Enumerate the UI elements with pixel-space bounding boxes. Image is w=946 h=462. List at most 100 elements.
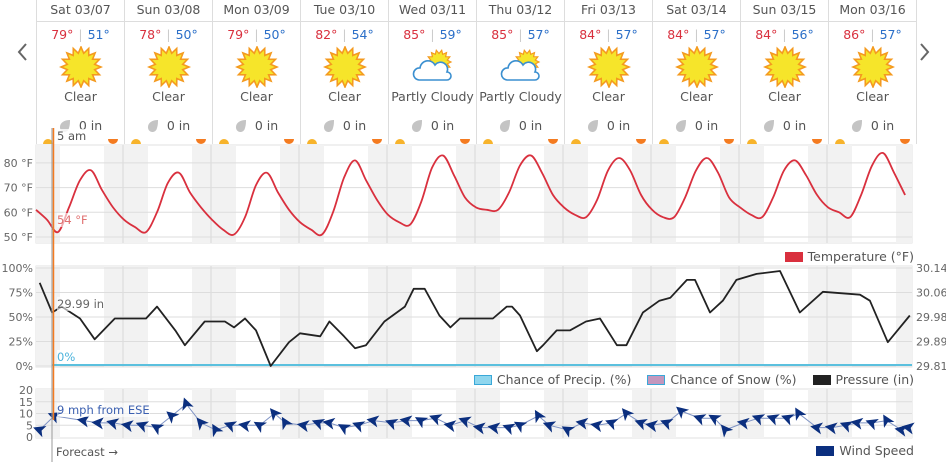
pressure-swatch — [812, 374, 831, 385]
wind-direction-arrow-icon — [736, 417, 750, 430]
day-column[interactable]: Thu 03/12 85° | 57° Partly Cloudy 0 in — [477, 0, 565, 144]
arrow-shape — [810, 422, 824, 435]
cursor-precip-chance: 0% — [57, 350, 76, 364]
pct-axis-tick: 50% — [9, 311, 33, 324]
sun-icon — [58, 44, 103, 90]
sunset-icon — [284, 139, 294, 144]
day-column[interactable]: Mon 03/16 86° | 57° Clear 0 in — [829, 0, 917, 144]
wind-direction-arrow-icon — [751, 414, 766, 426]
wind-direction-arrow-icon — [542, 421, 557, 433]
wind-direction-arrow-icon — [91, 417, 104, 430]
forecast-label: Forecast → — [56, 445, 118, 459]
condition-label: Clear — [64, 89, 97, 104]
wind-direction-arrow-icon — [487, 422, 501, 435]
wind-direction-arrow-icon — [196, 417, 209, 431]
day-column[interactable]: Fri 03/13 84° | 57° Clear 0 in — [565, 0, 653, 144]
weather-icon-clear — [850, 44, 895, 90]
arrow-shape — [120, 420, 134, 433]
arrow-shape — [281, 416, 294, 431]
low-temp: 54° — [351, 27, 374, 42]
weather-icon-clear — [146, 44, 191, 90]
wind-direction-arrow-icon — [561, 426, 576, 438]
weather-icon-clear — [586, 44, 631, 90]
arrow-shape — [781, 414, 795, 426]
sunset-icon — [372, 139, 382, 144]
legend-pressure[interactable]: Pressure (in) — [812, 372, 914, 387]
wind-direction-arrow-icon — [645, 420, 659, 433]
wind-axis-tick: 5 — [26, 419, 33, 432]
sun-icon — [234, 44, 279, 90]
precip-value: 0 in — [430, 118, 455, 133]
day-column[interactable]: Sat 03/14 84° | 57° Clear 0 in — [653, 0, 741, 144]
legend-precip[interactable]: Chance of Precip. (%) — [473, 372, 632, 387]
wind-axis-tick: 10 — [19, 408, 33, 421]
night-band — [632, 145, 676, 243]
day-date: Sat 03/14 — [653, 0, 740, 22]
high-temp: 84° — [579, 27, 602, 42]
day-column[interactable]: Sun 03/15 84° | 56° Clear 0 in — [741, 0, 829, 144]
precip-value: 0 in — [870, 118, 895, 133]
sun-icon — [674, 44, 719, 90]
temp-separator: | — [694, 27, 699, 42]
arrow-shape — [366, 415, 380, 428]
sun-icon — [586, 44, 631, 90]
high-temp: 78° — [139, 27, 162, 42]
raindrop-icon — [499, 120, 510, 132]
wind-direction-arrow-icon — [135, 421, 150, 433]
pressure-line — [38, 270, 911, 367]
day-column[interactable]: Mon 03/09 79° | 50° Clear 0 in — [213, 0, 301, 144]
condition-label: Partly Cloudy — [391, 89, 474, 104]
condition-label: Clear — [768, 89, 801, 104]
arrow-shape — [590, 420, 604, 433]
arrow-shape — [708, 414, 722, 426]
day-temps: 84° | 57° — [565, 27, 652, 43]
wind-direction-arrow-icon — [76, 415, 90, 428]
wind-direction-arrow-icon — [534, 409, 547, 424]
low-temp: 51° — [87, 27, 110, 42]
day-column[interactable]: Tue 03/10 82° | 54° Clear 0 in — [301, 0, 389, 144]
previous-days-button[interactable] — [10, 36, 34, 68]
next-days-button[interactable] — [913, 36, 937, 68]
sunset-icon — [812, 139, 822, 144]
weather-icon-clear — [58, 44, 103, 90]
sunset-icon — [900, 139, 910, 144]
arrow-shape — [337, 424, 352, 436]
daily-forecast-strip: Sat 03/07 79° | 51° Clear 0 in Sun 03/08 7… — [36, 0, 917, 144]
weather-icon-clear — [674, 44, 719, 90]
raindrop-icon — [763, 120, 774, 132]
wind-direction-arrow-icon — [366, 415, 380, 428]
day-date: Mon 03/09 — [213, 0, 300, 22]
raindrop-icon — [323, 120, 334, 132]
arrow-shape — [212, 423, 224, 438]
arrow-shape — [513, 421, 528, 433]
legend-wind[interactable]: Wind Speed — [816, 443, 914, 458]
wind-axis-tick: 0 — [26, 431, 33, 444]
arrow-shape — [443, 420, 457, 433]
weather-icon-partly-cloudy — [411, 46, 455, 88]
day-date: Mon 03/16 — [829, 0, 916, 22]
arrow-shape — [322, 417, 336, 430]
weather-icon-clear — [762, 44, 807, 90]
legend-snow[interactable]: Chance of Snow (%) — [647, 372, 797, 387]
wind-direction-arrow-icon — [502, 423, 516, 435]
day-column[interactable]: Sun 03/08 78° | 50° Clear 0 in — [125, 0, 213, 144]
day-temps: 84° | 56° — [741, 27, 828, 43]
day-temps: 79° | 51° — [37, 27, 124, 43]
wind-direction-arrow-icon — [693, 414, 707, 426]
wind-axis-tick: 15 — [19, 396, 33, 409]
condition-label: Partly Cloudy — [479, 89, 562, 104]
wind-direction-arrow-icon — [352, 421, 366, 433]
day-temps: 86° | 57° — [829, 27, 916, 43]
condition-label: Clear — [680, 89, 713, 104]
arrow-shape — [839, 421, 854, 433]
legend-label: Chance of Precip. (%) — [496, 372, 632, 387]
low-temp: 57° — [703, 27, 726, 42]
legend-temperature[interactable]: Temperature (°F) — [784, 249, 914, 264]
pct-axis-tick: 0% — [16, 360, 33, 373]
wind-direction-arrow-icon — [322, 417, 336, 430]
arrow-shape — [296, 420, 310, 433]
sun-icon — [762, 44, 807, 90]
precip-amount: 0 in — [477, 118, 564, 133]
day-temps: 85° | 57° — [477, 27, 564, 43]
day-column[interactable]: Wed 03/11 85° | 59° Partly Cloudy 0 in — [389, 0, 477, 144]
